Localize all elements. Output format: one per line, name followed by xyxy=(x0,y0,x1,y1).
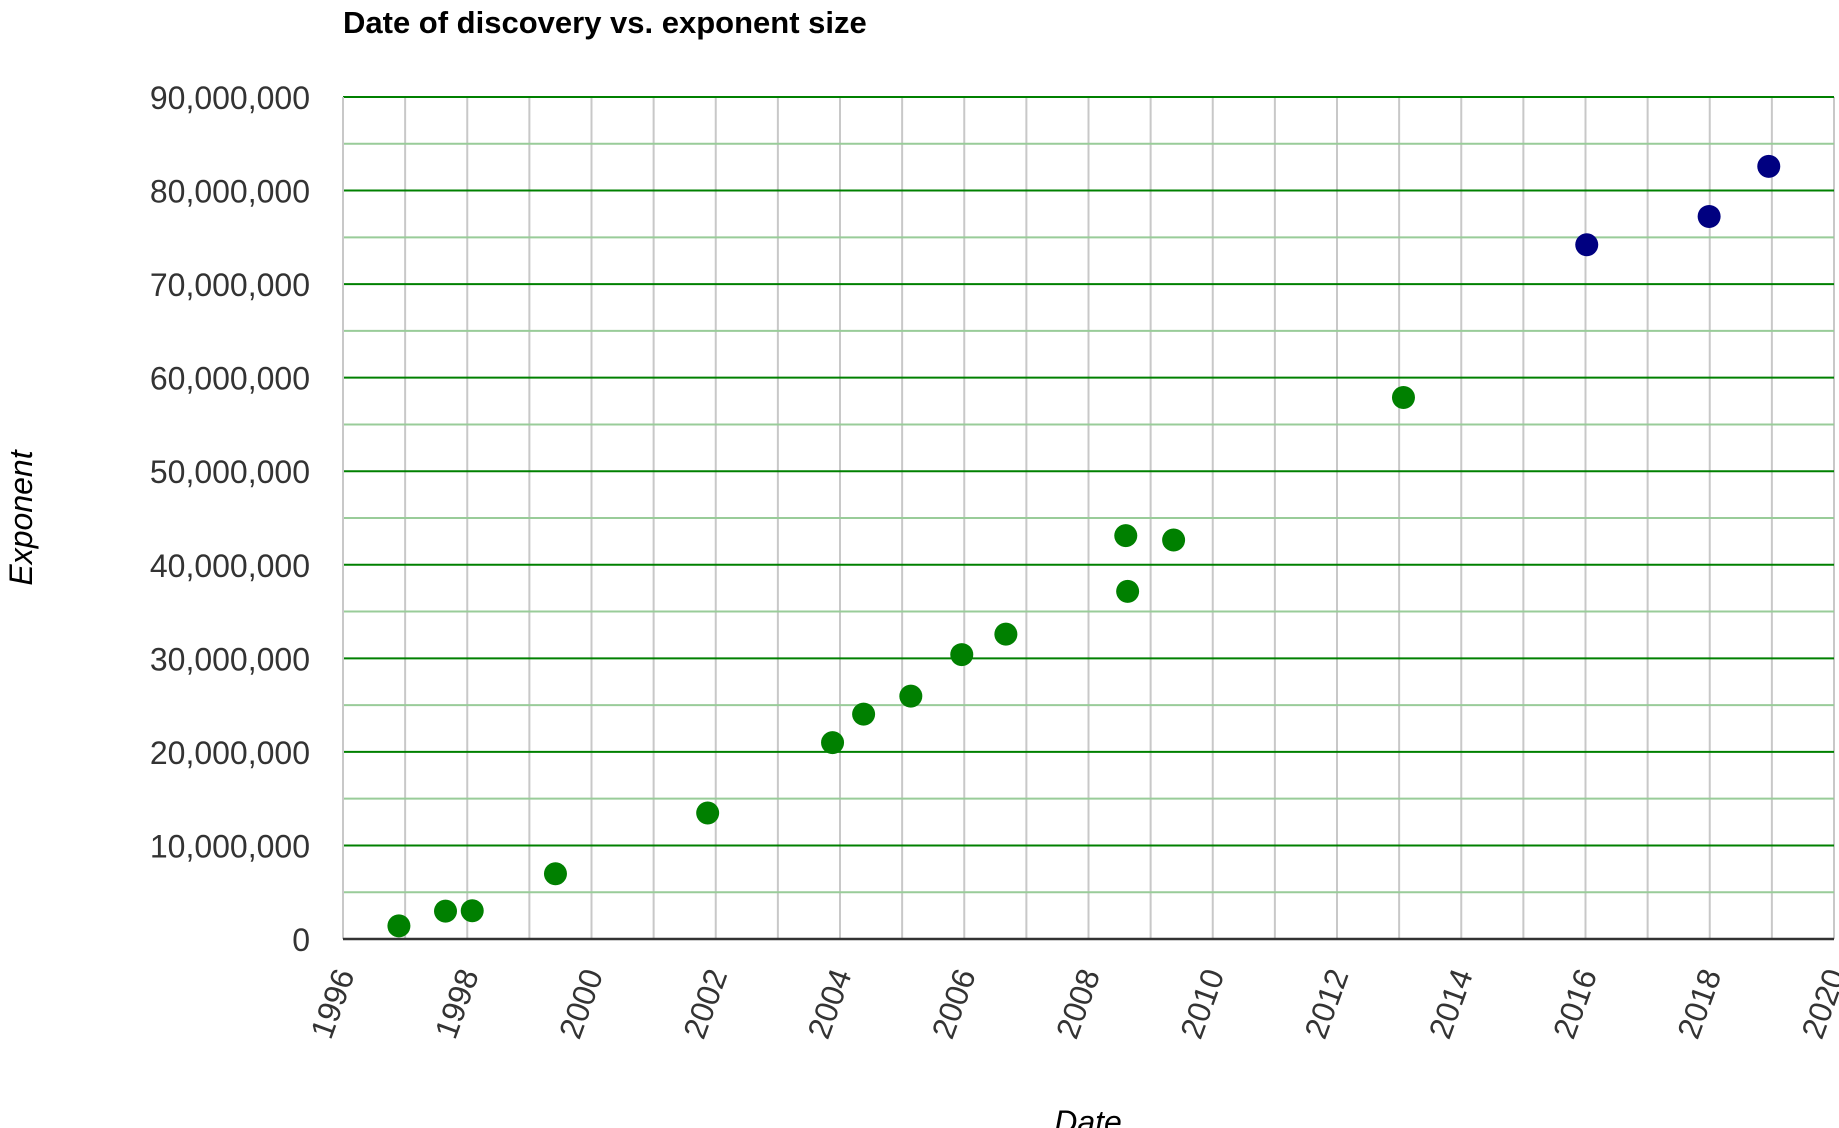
x-axis-label: Date xyxy=(1054,1104,1122,1128)
data-point xyxy=(434,899,458,923)
x-tick-label: 2002 xyxy=(676,964,734,1043)
grid xyxy=(342,96,1835,941)
data-point xyxy=(1162,528,1186,552)
data-point xyxy=(696,801,720,825)
y-tick-label: 20,000,000 xyxy=(150,735,310,771)
x-tick-label: 2016 xyxy=(1546,964,1604,1043)
y-tick-label: 80,000,000 xyxy=(150,174,310,210)
data-point xyxy=(1697,204,1721,228)
x-tick-label: 2000 xyxy=(552,964,610,1043)
data-point xyxy=(1757,154,1781,178)
x-tick-label: 2018 xyxy=(1670,964,1728,1043)
data-point xyxy=(1575,233,1599,257)
y-tick-label: 60,000,000 xyxy=(150,361,310,397)
y-tick-label: 40,000,000 xyxy=(150,548,310,584)
x-tick-label: 1996 xyxy=(303,964,361,1043)
chart-title: Date of discovery vs. exponent size xyxy=(343,5,867,40)
data-point xyxy=(387,914,411,938)
y-tick-label: 70,000,000 xyxy=(150,267,310,303)
y-tick-label: 0 xyxy=(292,922,310,958)
data-point xyxy=(1114,524,1138,548)
data-point xyxy=(1391,385,1415,409)
data-point xyxy=(994,622,1018,646)
data-point xyxy=(543,862,567,886)
x-tick-labels: 1996 1998 2000 2002 2004 2006 2008 2010 2012 2014… xyxy=(303,964,1839,1043)
y-tick-label: 10,000,000 xyxy=(150,828,310,864)
data-point xyxy=(1116,579,1140,603)
y-axis-label: Exponent xyxy=(3,449,39,585)
y-tick-label: 90,000,000 xyxy=(150,80,310,116)
x-tick-label: 2008 xyxy=(1049,964,1107,1043)
x-tick-label: 2020 xyxy=(1794,964,1839,1043)
data-point xyxy=(460,899,484,923)
x-tick-label: 1998 xyxy=(428,964,486,1043)
x-tick-label: 2010 xyxy=(1173,964,1231,1043)
y-tick-labels: 0 10,000,000 20,000,000 30,000,000 40,000,00… xyxy=(150,80,310,958)
y-tick-label: 50,000,000 xyxy=(150,454,310,490)
data-point xyxy=(852,702,876,726)
data-point xyxy=(899,684,923,708)
x-tick-label: 2012 xyxy=(1297,964,1355,1043)
y-tick-label: 30,000,000 xyxy=(150,641,310,677)
data-point xyxy=(950,643,974,667)
x-tick-label: 2014 xyxy=(1422,964,1480,1043)
data-points xyxy=(387,154,1781,938)
x-tick-label: 2004 xyxy=(800,964,858,1043)
data-point xyxy=(821,731,845,755)
x-tick-label: 2006 xyxy=(925,964,983,1043)
